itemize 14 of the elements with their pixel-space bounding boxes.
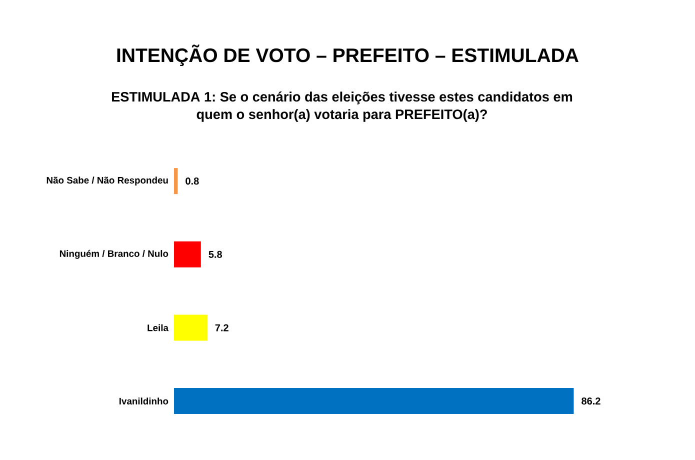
data-label: 86.2 — [582, 398, 600, 405]
bar — [174, 314, 208, 341]
bar — [174, 388, 574, 414]
data-label: 5.8 — [208, 250, 222, 258]
chart-subtitle: ESTIMULADA 1: Se o cenário das eleições tivesse estes candidatos em quem o senhor(a) votaria para PREFEITO(a)? — [112, 92, 572, 122]
data-label: 7.2 — [215, 324, 228, 332]
bar — [174, 168, 178, 194]
y-tick-label: Ninguém / Branco / Nulo — [60, 250, 168, 259]
y-tick-label: Ivanildinho — [119, 398, 168, 404]
bar — [174, 241, 201, 268]
y-tick-label: Leila — [148, 324, 169, 332]
chart-title: INTENÇÃO DE VOTO – PREFEITO – ESTIMULADA — [117, 44, 578, 66]
data-label: 0.8 — [186, 178, 199, 185]
y-tick-label: Não Sabe / Não Respondeu — [46, 176, 168, 186]
